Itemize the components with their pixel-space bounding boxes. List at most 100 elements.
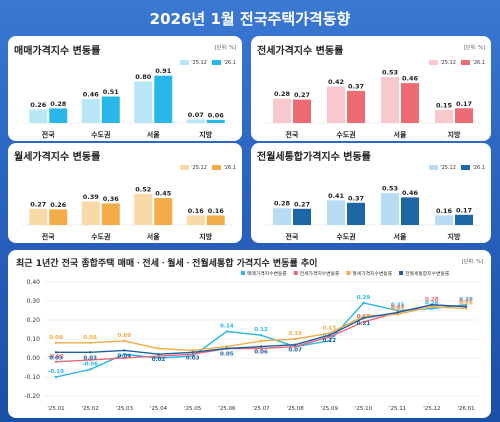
data-point [259, 339, 263, 343]
bar-value-label: 0.91 [155, 67, 172, 75]
bar-cur [347, 202, 365, 225]
data-label: 0.24 [391, 304, 405, 310]
bar-cur [293, 208, 311, 225]
bar-cur [206, 215, 225, 225]
x-tick-label: '25.06 [218, 406, 236, 412]
data-label: 0.26 [459, 301, 473, 307]
data-point [54, 341, 58, 344]
category-label: 전국 [42, 232, 55, 241]
bar-value-label: 0.42 [328, 78, 344, 86]
x-tick-label: '25.07 [252, 406, 270, 412]
bar-chart-wolse: 0.27 0.26 전국 0.39 0.36 수도권 0.52 0.45 서울 0.16 0.16 지… [22, 185, 232, 241]
bar-cur [455, 214, 473, 225]
category-label: 수도권 [91, 130, 110, 139]
chart-legend: '25.12 '26.1 [176, 165, 236, 171]
data-point [396, 313, 399, 316]
bar-value-label: 0.16 [208, 207, 225, 215]
category-label: 지방 [199, 232, 212, 241]
bar-cur [101, 203, 120, 225]
bar-cur [101, 96, 120, 123]
legend-swatch-cur [461, 165, 471, 170]
data-point [259, 334, 263, 337]
category-label: 전국 [286, 232, 299, 241]
bar-value-label: 0.06 [208, 111, 225, 119]
bar-value-label: 0.27 [294, 91, 310, 99]
panel-wolse: 월세가격지수 변동률 '25.12 '26.1 0.27 0.26 전국 0.39 0.… [8, 143, 242, 243]
data-point [191, 351, 194, 354]
legend-swatch-prev [429, 165, 439, 170]
data-label: 0.08 [49, 335, 63, 341]
legend-swatch [241, 271, 245, 275]
data-point [259, 347, 263, 350]
data-point [362, 316, 365, 320]
x-tick-label: '25.05 [184, 406, 202, 412]
chart-legend: '25.12 '26.1 [176, 60, 236, 66]
chart-legend: '25.12 '26.1 [425, 165, 485, 171]
panel-title: 최근 1년간 전국 종합주택 매매ㆍ전세ㆍ월세ㆍ전월세통합 가격지수 변동률 추… [16, 259, 318, 269]
category-label: 수도권 [336, 130, 355, 139]
data-label: 0.21 [357, 321, 371, 327]
bar-cur [401, 197, 419, 225]
legend-label: 매매가격지수변동률 [247, 270, 287, 277]
bar-value-label: 0.36 [103, 195, 120, 203]
unit-label: [단위: %] [461, 259, 483, 265]
bar-chart-sale: 0.26 0.28 전국 0.46 0.51 수도권 0.800.91 서울 0.07 0.06 지… [22, 67, 232, 139]
bar-prev [273, 98, 291, 123]
category-label: 전국 [42, 130, 55, 139]
data-label: 0.09 [118, 333, 132, 339]
data-point [293, 345, 297, 348]
panel-sale: 매매가격지수 변동률 [단위: %] '25.12 '26.1 0.26 0.28… [8, 36, 242, 141]
data-point [430, 307, 434, 310]
legend-label-cur: '26.1 [472, 60, 485, 66]
data-label: 0.02 [152, 357, 166, 363]
data-label: 0.03 [49, 355, 63, 361]
bar-value-label: 0.07 [188, 111, 204, 119]
bar-cur [49, 108, 68, 123]
unit-label: [단위: %] [463, 45, 485, 51]
legend-label-prev: '25.12 [191, 165, 207, 171]
x-tick-label: '26.01 [457, 406, 474, 412]
panel-trend: 최근 1년간 전국 종합주택 매매ㆍ전세ㆍ월세ㆍ전월세통합 가격지수 변동률 추… [8, 250, 491, 418]
bar-value-label: 0.28 [50, 100, 67, 108]
data-point [362, 301, 365, 305]
bar-cur [206, 119, 225, 123]
title-rest: 전국주택가격동향 [239, 10, 351, 28]
x-tick-label: '25.01 [47, 406, 64, 412]
data-label: 0.29 [357, 295, 371, 301]
bar-prev [381, 193, 399, 225]
panel-total: 전월세통합가격지수 변동률 '25.12 '26.1 0.28 0.27 전국 0.4… [251, 143, 491, 243]
bar-value-label: 0.45 [155, 190, 172, 198]
bar-prev [435, 215, 453, 225]
y-tick-label: 0.10 [27, 336, 41, 343]
data-label: 0.28 [459, 297, 473, 303]
data-point [328, 334, 331, 337]
bar-value-label: 0.15 [436, 102, 453, 110]
bar-value-label: 0.80 [135, 73, 152, 81]
data-point [191, 354, 194, 358]
legend-label: 전월세통합지수변동률 [405, 270, 450, 277]
category-label: 지방 [448, 130, 461, 139]
data-point [88, 358, 92, 362]
bar-prev [381, 77, 399, 123]
y-tick-label: -0.10 [24, 374, 40, 381]
data-point [293, 337, 297, 341]
legend-label: 전세가격지수변동률 [300, 270, 340, 277]
legend-label-prev: '25.12 [440, 165, 456, 171]
data-label: 0.13 [323, 325, 337, 331]
x-tick-label: '25.08 [287, 406, 305, 412]
bar-value-label: 0.28 [274, 200, 291, 208]
data-label: 0.03 [83, 355, 97, 361]
data-point [328, 332, 331, 335]
category-label: 수도권 [336, 232, 355, 241]
bar-cur [49, 209, 68, 225]
bar-value-label: 0.26 [30, 101, 47, 109]
legend-swatch [399, 271, 404, 275]
bar-cur [154, 75, 173, 123]
legend-label-cur: '26.1 [223, 165, 236, 171]
data-label: 0.08 [83, 335, 97, 341]
data-label: 0.26 [425, 301, 439, 307]
data-point [191, 353, 194, 356]
x-tick-label: '25.10 [355, 406, 373, 412]
bar-cur [347, 90, 365, 123]
legend-swatch [346, 271, 351, 275]
